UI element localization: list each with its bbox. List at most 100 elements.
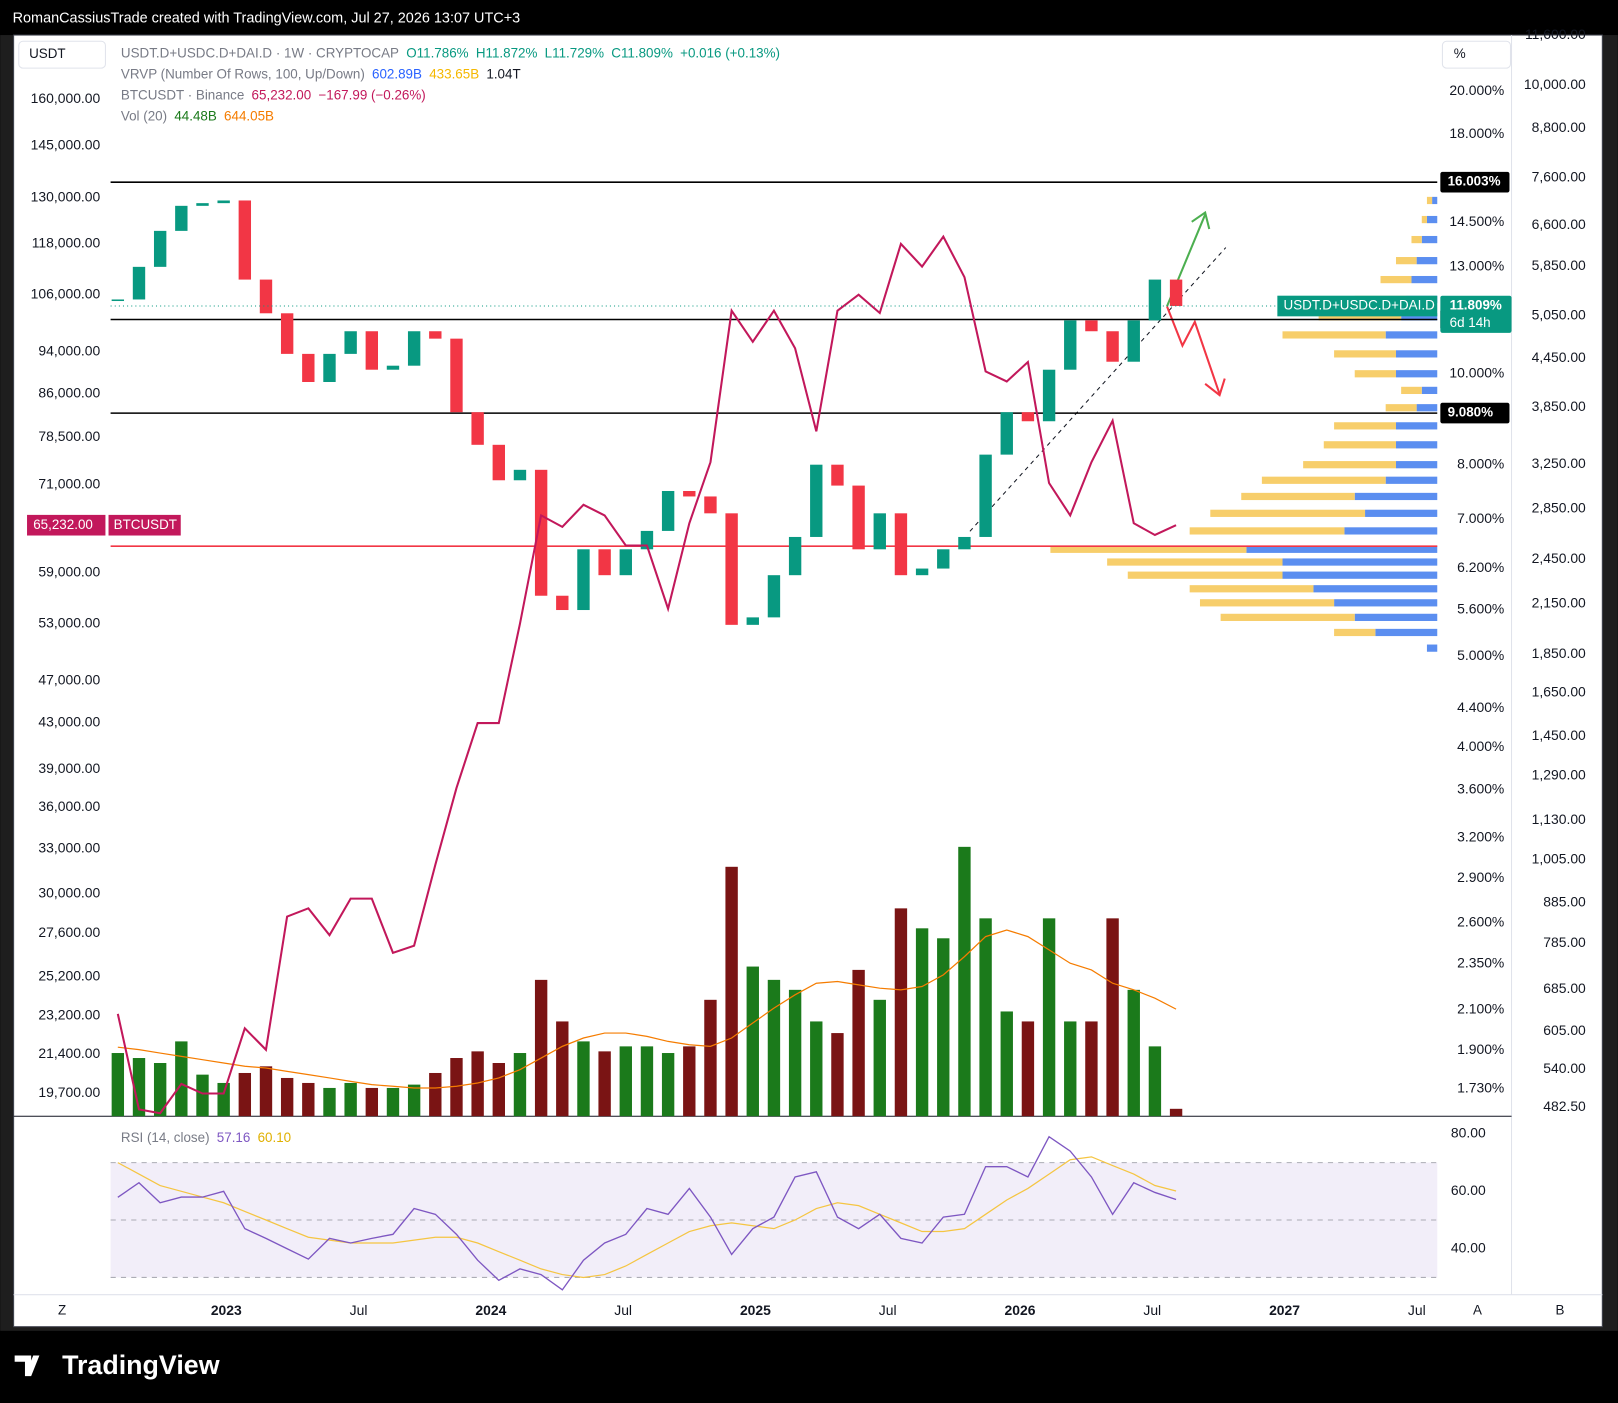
volume-bar (450, 1058, 463, 1117)
auto-button[interactable]: A (1473, 1303, 1482, 1318)
candle (767, 575, 781, 618)
y2-tick-label: 2.900% (1457, 869, 1504, 885)
y2-tick-label: 1.900% (1457, 1041, 1504, 1057)
up-arrow-head (1191, 210, 1211, 230)
volume-bar (196, 1074, 209, 1117)
y2-tick-label: 13.000% (1449, 258, 1504, 274)
legend-item: USDT.D+USDC.D+DAI.D · 1W · CRYPTOCAP (121, 45, 399, 60)
btc-name-box (108, 514, 181, 536)
volume-bar (1106, 918, 1119, 1117)
chart-area (13, 34, 1603, 1328)
x-tick-label: 2027 (1269, 1302, 1300, 1318)
y-tick-label: 39,000.00 (38, 760, 100, 776)
y2-tick-label: 20.000% (1449, 82, 1504, 98)
candle (831, 464, 844, 486)
y-tick-label: 94,000.00 (38, 342, 100, 358)
vrvp-down (1385, 404, 1417, 412)
candle (958, 536, 971, 550)
candle (280, 313, 294, 354)
y-tick-label: 36,000.00 (38, 798, 100, 814)
y3-tick-label: 5,850.00 (1532, 257, 1586, 273)
vrvp-down (1354, 370, 1396, 378)
volume-bar (1169, 1108, 1183, 1117)
unit[interactable]: % (1454, 46, 1466, 61)
y3-tick-label: 2,450.00 (1532, 550, 1586, 566)
candle (810, 464, 823, 537)
candle (1021, 412, 1035, 422)
legend-item: 57.16 (217, 1129, 251, 1144)
candle (1148, 279, 1162, 321)
candle (873, 513, 886, 550)
legend-item: BTCUSDT · Binance (121, 87, 244, 102)
y2-tick-label: 2.100% (1457, 1000, 1504, 1016)
credit: RomanCassiusTrade created with TradingVi… (13, 10, 521, 26)
candle (132, 266, 146, 300)
candle (746, 617, 759, 625)
legend-row: RSI (14, close) 57.16 60.10 (121, 1129, 291, 1144)
vrvp-down (1189, 527, 1345, 535)
volume-bar (979, 918, 992, 1117)
y3-tick-label: 5,050.00 (1532, 306, 1586, 322)
zoom-button[interactable]: Z (58, 1303, 66, 1318)
down-arrow-head (1204, 378, 1226, 397)
candle (1085, 320, 1098, 332)
volume-bar (1042, 918, 1056, 1117)
volume-bar (1000, 1011, 1013, 1117)
volume-bar (280, 1077, 294, 1117)
vrvp-up (1395, 461, 1438, 469)
candle (492, 444, 505, 481)
candle (217, 200, 230, 204)
legend-item: +0.016 (+0.13%) (680, 45, 780, 60)
symbol[interactable]: USDT (29, 46, 66, 61)
volume-bar (683, 1046, 696, 1117)
volume-bar (323, 1087, 336, 1117)
x-tick-label: Jul (879, 1302, 897, 1318)
volume-bar (852, 969, 865, 1117)
legend-row: USDT.D+USDC.D+DAI.D · 1W · CRYPTOCAP O11.… (121, 45, 780, 60)
legend-item: C11.809% (611, 45, 673, 60)
candle (577, 549, 590, 611)
vrvp-down (1189, 585, 1314, 593)
candle (894, 513, 908, 576)
y3-tick-label: 8,800.00 (1532, 119, 1586, 135)
candle (704, 496, 717, 514)
y-tick-label: 59,000.00 (38, 564, 100, 580)
y3-tick-label: 685.00 (1543, 980, 1586, 996)
logo-text: TradingView (62, 1350, 220, 1380)
rsi-tick-label: 60.00 (1451, 1182, 1486, 1198)
y2-tick-label: 1.730% (1457, 1079, 1504, 1095)
y2-tick-label: 5.600% (1457, 601, 1504, 617)
y-tick-label: 71,000.00 (38, 476, 100, 492)
y2-tick-label: 5.000% (1457, 647, 1504, 663)
volume-bar (640, 1046, 654, 1117)
volume-bar (767, 979, 781, 1117)
candle (153, 230, 167, 267)
volume-bar (492, 1063, 505, 1117)
y-tick-label: 27,600.00 (38, 924, 100, 940)
volume-bar (915, 928, 929, 1117)
candle (386, 365, 400, 370)
vrvp-up (1385, 476, 1438, 484)
y3-tick-label: 785.00 (1543, 934, 1586, 950)
candle (323, 353, 336, 382)
legend-item: 44.48B (174, 108, 217, 123)
y2-tick-label: 14.500% (1449, 213, 1504, 229)
x-tick-label: Jul (1408, 1302, 1426, 1318)
footer-logo: TradingView (14, 1350, 220, 1380)
symbol-box[interactable] (18, 40, 106, 69)
y-tick-label: 23,200.00 (38, 1007, 100, 1023)
volume-bar (1021, 1021, 1035, 1117)
down-arrow (1166, 306, 1221, 395)
unit-box[interactable] (1441, 40, 1512, 69)
y-tick-label: 47,000.00 (38, 671, 100, 687)
y3-tick-label: 1,650.00 (1532, 684, 1586, 700)
volume-bar (725, 866, 738, 1117)
y-tick-label: 130,000.00 (31, 189, 101, 205)
y3-tick-label: 2,850.00 (1532, 499, 1586, 515)
legend-item: 60.10 (258, 1129, 292, 1144)
y-tick-label: 25,200.00 (38, 967, 100, 983)
log-button[interactable]: B (1556, 1303, 1565, 1318)
vrvp-down (1323, 441, 1396, 449)
volume-bar (1148, 1046, 1162, 1117)
y3-tick-label: 1,450.00 (1532, 727, 1586, 743)
